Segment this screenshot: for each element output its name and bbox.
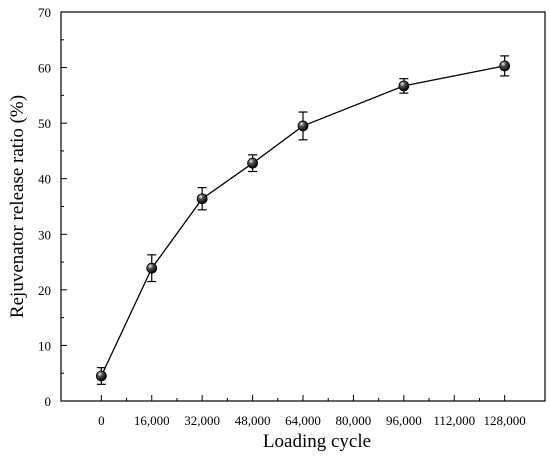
y-tick-label: 10 [38, 338, 51, 353]
y-tick-label: 20 [38, 283, 51, 298]
x-tick-label: 32,000 [184, 413, 220, 428]
x-tick-label: 64,000 [285, 413, 321, 428]
data-point [297, 111, 309, 141]
data-point [196, 187, 208, 211]
data-point [146, 254, 158, 283]
y-tick-label: 0 [45, 394, 52, 409]
x-tick-label: 96,000 [386, 413, 422, 428]
data-point [95, 367, 107, 385]
x-tick-label: 0 [98, 413, 105, 428]
x-tick-label: 128,000 [484, 413, 526, 428]
data-marker [95, 370, 107, 382]
axes [60, 11, 546, 402]
data-point [499, 55, 511, 77]
data-marker [297, 120, 309, 132]
x-axis-title: Loading cycle [263, 431, 371, 452]
y-tick-label: 70 [38, 5, 51, 20]
y-tick-label: 50 [38, 116, 51, 131]
x-tick-label: 48,000 [235, 413, 271, 428]
data-marker [398, 80, 410, 92]
data-series [95, 55, 511, 385]
data-point [247, 154, 258, 173]
data-marker [146, 262, 158, 274]
y-tick-label: 40 [38, 172, 51, 187]
data-point [398, 78, 410, 94]
y-axis-ticks: 0 10 20 30 40 50 60 70 [38, 5, 67, 409]
y-tick-label: 30 [38, 227, 51, 242]
x-tick-label: 112,000 [433, 413, 475, 428]
x-tick-label: 16,000 [134, 413, 170, 428]
x-axis-ticks: 0 16,000 32,000 48,000 64,000 80,000 96,000 112… [98, 395, 526, 428]
y-axis-title: Rejuvenator release ratio (%) [7, 95, 28, 318]
data-marker [499, 60, 511, 72]
plot-frame [60, 11, 546, 402]
data-marker [247, 157, 258, 169]
y-tick-label: 60 [38, 61, 51, 76]
x-tick-label: 80,000 [336, 413, 372, 428]
data-marker [196, 193, 208, 205]
